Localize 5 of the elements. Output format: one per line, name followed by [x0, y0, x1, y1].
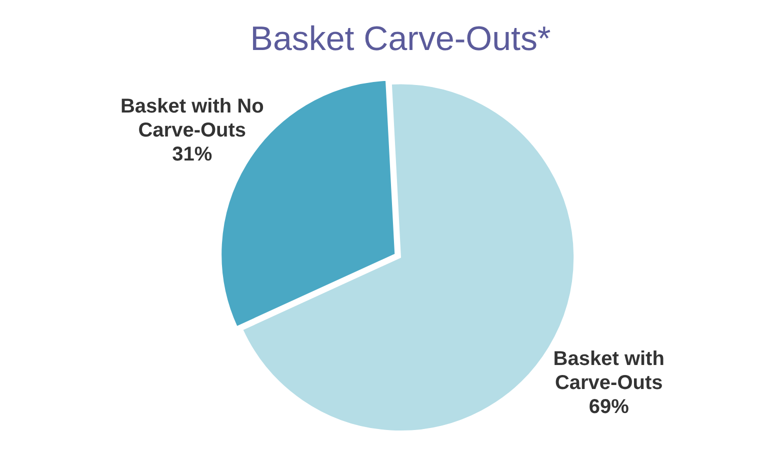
- chart-title: Basket Carve-Outs*: [250, 20, 551, 58]
- slice-label: Basket with Carve-Outs: [553, 348, 664, 394]
- data-label: 31%: [172, 144, 212, 166]
- data-label: 69%: [588, 396, 630, 418]
- slice-label: Basket with No Carve-Outs: [120, 96, 264, 142]
